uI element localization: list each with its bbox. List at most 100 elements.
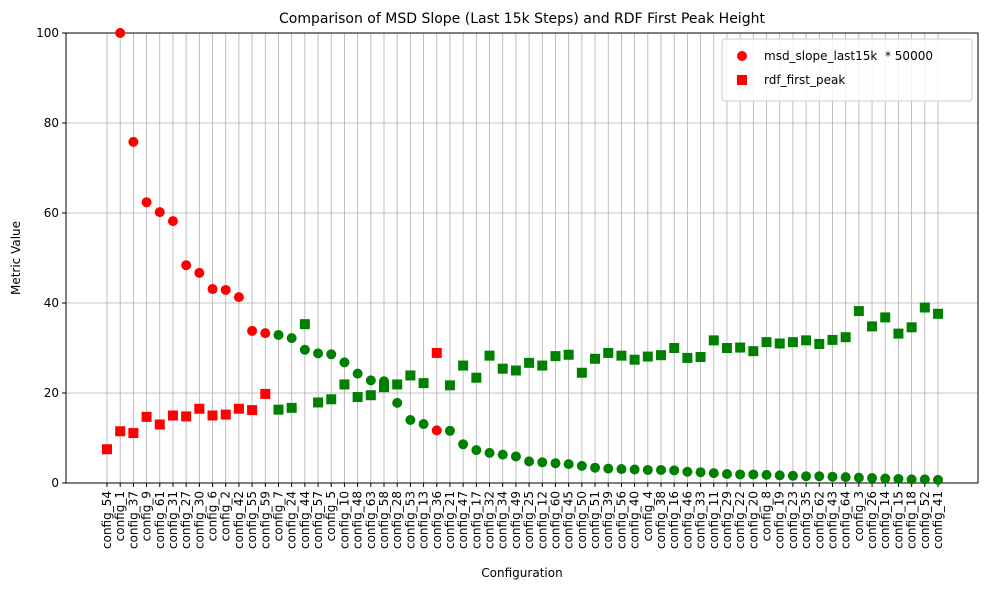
circle-point [128, 136, 139, 147]
circle-point [286, 333, 297, 344]
x-tick-label: config_49 [509, 491, 523, 549]
square-point [313, 397, 324, 408]
circle-point [141, 197, 152, 208]
square-point [550, 351, 561, 362]
x-tick-label: config_62 [812, 491, 826, 549]
circle-point [774, 470, 785, 481]
square-point [154, 419, 165, 430]
square-point [273, 404, 284, 415]
square-point [497, 363, 508, 374]
square-point [906, 322, 917, 333]
plot-frame [65, 32, 979, 484]
square-point [194, 403, 205, 414]
circle-point [220, 284, 231, 295]
circle-point [326, 349, 337, 360]
x-tick-label: config_30 [192, 491, 206, 549]
circle-point [603, 463, 614, 474]
y-tick-label: 80 [44, 116, 59, 130]
circle-point [497, 449, 508, 460]
circle-point [906, 474, 917, 485]
x-tick-label: config_37 [126, 491, 140, 549]
square-point [801, 335, 812, 346]
circle-point [444, 425, 455, 436]
circle-point [392, 397, 403, 408]
x-tick-label: config_51 [588, 491, 602, 549]
circle-point [761, 469, 772, 480]
circle-point [933, 474, 943, 485]
square-point [352, 392, 363, 403]
x-tick-label: config_35 [799, 491, 813, 549]
square-point [880, 312, 891, 323]
circle-point [537, 457, 548, 468]
square-point [774, 338, 785, 349]
circle-point [814, 471, 825, 482]
square-point [286, 402, 297, 413]
square-point [458, 360, 469, 371]
square-point [840, 332, 851, 343]
x-tick-label: config_63 [364, 491, 378, 549]
circle-point [352, 368, 363, 379]
x-tick-label: config_4 [641, 491, 655, 541]
square-point [737, 75, 747, 85]
circle-point [524, 456, 535, 467]
square-point [669, 343, 680, 353]
circle-point [167, 216, 178, 227]
circle-point [260, 328, 271, 339]
square-point [827, 334, 838, 345]
square-point [392, 379, 403, 390]
x-tick-label: config_31 [166, 491, 180, 549]
circle-point [115, 28, 126, 38]
square-point [115, 426, 126, 437]
x-tick-label: config_2 [219, 491, 233, 541]
x-tick-label: config_44 [298, 491, 312, 549]
square-point [642, 351, 653, 362]
chart-title: Comparison of MSD Slope (Last 15k Steps)… [279, 11, 765, 27]
x-tick-label: config_50 [575, 491, 589, 549]
square-point [524, 357, 535, 368]
x-tick-label: config_61 [153, 491, 167, 549]
circle-point [194, 267, 205, 278]
legend-label: rdf_first_peak [764, 73, 845, 87]
x-tick-label: config_13 [417, 491, 431, 549]
circle-point [827, 471, 838, 482]
y-tick-label: 60 [44, 206, 59, 220]
square-point [616, 350, 627, 361]
square-point [893, 328, 904, 339]
circle-point [801, 471, 812, 482]
circle-point [563, 459, 574, 470]
square-point [510, 365, 521, 376]
x-tick-label: config_54 [100, 491, 114, 549]
circle-point [365, 375, 376, 386]
circle-point [431, 425, 442, 436]
square-point [418, 378, 429, 389]
x-tick-label: config_40 [628, 491, 642, 549]
square-point [484, 350, 495, 361]
x-tick-label: config_25 [522, 491, 536, 549]
square-point [590, 353, 601, 364]
square-point [735, 342, 746, 353]
square-point [207, 410, 218, 421]
square-point [444, 380, 455, 391]
x-tick-label: config_28 [390, 491, 404, 549]
circle-point [893, 473, 904, 484]
y-axis-label: Metric Value [9, 221, 23, 295]
square-point [260, 388, 271, 399]
x-tick-label: config_55 [245, 491, 259, 549]
square-point [141, 411, 152, 422]
circle-point [682, 466, 693, 477]
x-tick-label: config_9 [140, 491, 154, 541]
x-axis-label: Configuration [481, 566, 562, 580]
x-tick-label: config_21 [443, 491, 457, 549]
x-tick-label: config_52 [918, 491, 932, 549]
y-tick-label: 100 [36, 26, 59, 40]
x-tick-label: config_60 [548, 491, 562, 549]
x-tick-label: config_18 [905, 491, 919, 549]
square-point [247, 405, 258, 416]
x-tick-label: config_19 [773, 491, 787, 549]
circle-point [748, 469, 759, 480]
circle-point [919, 474, 930, 485]
x-tick-label: config_34 [496, 491, 510, 549]
circle-point [721, 469, 732, 479]
circle-point [471, 445, 482, 456]
circle-point [418, 419, 429, 430]
